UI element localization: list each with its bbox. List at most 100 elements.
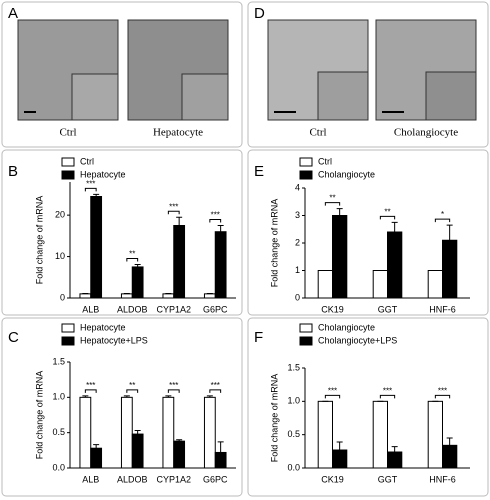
bar [90, 196, 103, 299]
panel-label: A [8, 5, 18, 22]
significance-label: *** [86, 180, 95, 189]
y-tick-label: 4 [295, 182, 300, 192]
bar [203, 293, 216, 299]
x-tick-label: CK19 [321, 304, 344, 314]
image-caption: Cholangiocyte [394, 127, 458, 139]
legend-swatch [299, 157, 313, 167]
error-bar [391, 446, 398, 452]
significance-label: ** [384, 207, 390, 216]
error-bar [336, 208, 343, 216]
panel-box [1, 1, 243, 148]
x-tick-label: HNF-6 [429, 474, 456, 484]
y-axis-label: Fold change of mRNA [269, 374, 279, 463]
y-tick-label: 1.0 [52, 392, 65, 402]
error-bar [446, 437, 453, 446]
inset [181, 73, 229, 121]
legend-label: Cholangiocyte+LPS [318, 335, 397, 345]
significance-label: *** [438, 386, 447, 395]
bar [317, 400, 334, 469]
error-bar [82, 395, 89, 398]
significance-label: *** [211, 381, 220, 390]
bar [120, 396, 133, 469]
legend-label: Hepatocyte [80, 322, 126, 332]
bar [79, 293, 92, 299]
legend-label: Cholangiocyte [318, 322, 375, 332]
legend-swatch [299, 170, 313, 180]
y-tick-label: 0.0 [287, 462, 300, 472]
error-bar [123, 395, 130, 398]
bar [332, 449, 348, 469]
bar [131, 433, 144, 469]
bar [427, 270, 444, 299]
x-tick-label: ALDOB [117, 304, 148, 314]
error-bar [134, 263, 141, 267]
bar [203, 396, 216, 469]
legend-swatch [299, 336, 313, 346]
significance-bracket [167, 389, 180, 393]
x-tick-label: CYP1A2 [156, 304, 191, 314]
significance-bracket [167, 210, 180, 215]
bar [214, 451, 227, 469]
panel-box [1, 149, 243, 316]
x-tick-label: CYP1A2 [156, 474, 191, 484]
error-bar [391, 221, 398, 232]
panel-label: C [8, 329, 19, 346]
bar [173, 440, 186, 469]
x-tick-label: ALB [82, 474, 99, 484]
significance-label: *** [211, 211, 220, 220]
panel-label: B [8, 163, 18, 180]
panel-label: D [254, 5, 265, 22]
legend-label: Hepatocyte [80, 169, 126, 179]
inset [425, 71, 477, 121]
significance-label: *** [383, 386, 392, 395]
legend-label: Ctrl [318, 156, 332, 166]
y-tick-label: 2 [295, 237, 300, 247]
panel-box [247, 1, 489, 148]
panel-box [247, 317, 489, 497]
panel-label: F [254, 329, 263, 346]
panel-box [1, 317, 243, 497]
y-tick-label: 3 [295, 210, 300, 220]
y-tick-label: 1 [295, 265, 300, 275]
error-bar [446, 224, 453, 241]
significance-label: *** [86, 381, 95, 390]
y-tick-label: 1.5 [287, 362, 300, 372]
bar [442, 239, 458, 299]
legend-swatch [299, 323, 313, 333]
error-bar [165, 395, 172, 398]
significance-bracket [434, 218, 451, 223]
y-tick-label: 0 [60, 292, 65, 302]
bar [372, 400, 389, 469]
legend-swatch [61, 323, 75, 333]
legend-swatch [61, 170, 75, 180]
image-caption: Hepatocyte [153, 127, 203, 139]
error-bar [176, 439, 183, 442]
significance-label: ** [129, 381, 135, 390]
bar [131, 266, 144, 299]
error-bar [134, 430, 141, 435]
y-tick-label: 20 [55, 210, 65, 220]
error-bar [93, 444, 100, 449]
y-axis-label: Fold change of mRNA [34, 196, 44, 285]
bar [332, 215, 348, 299]
y-tick-label: 0.5 [52, 427, 65, 437]
significance-label: ** [129, 250, 135, 259]
bar [372, 270, 389, 299]
bar [162, 396, 175, 469]
x-tick-label: HNF-6 [429, 304, 456, 314]
x-tick-label: ALDOB [117, 474, 148, 484]
error-bar [93, 193, 100, 197]
bar [214, 231, 227, 299]
panel-box [247, 149, 489, 316]
bar [162, 293, 175, 299]
error-bar [217, 225, 224, 232]
error-bar [176, 216, 183, 226]
bar [442, 444, 458, 469]
significance-label: *** [328, 386, 337, 395]
significance-bracket [379, 215, 396, 220]
bar [90, 447, 103, 469]
significance-bracket [126, 389, 139, 393]
legend-swatch [61, 336, 75, 346]
y-axis-label: Fold change of mRNA [34, 371, 44, 460]
